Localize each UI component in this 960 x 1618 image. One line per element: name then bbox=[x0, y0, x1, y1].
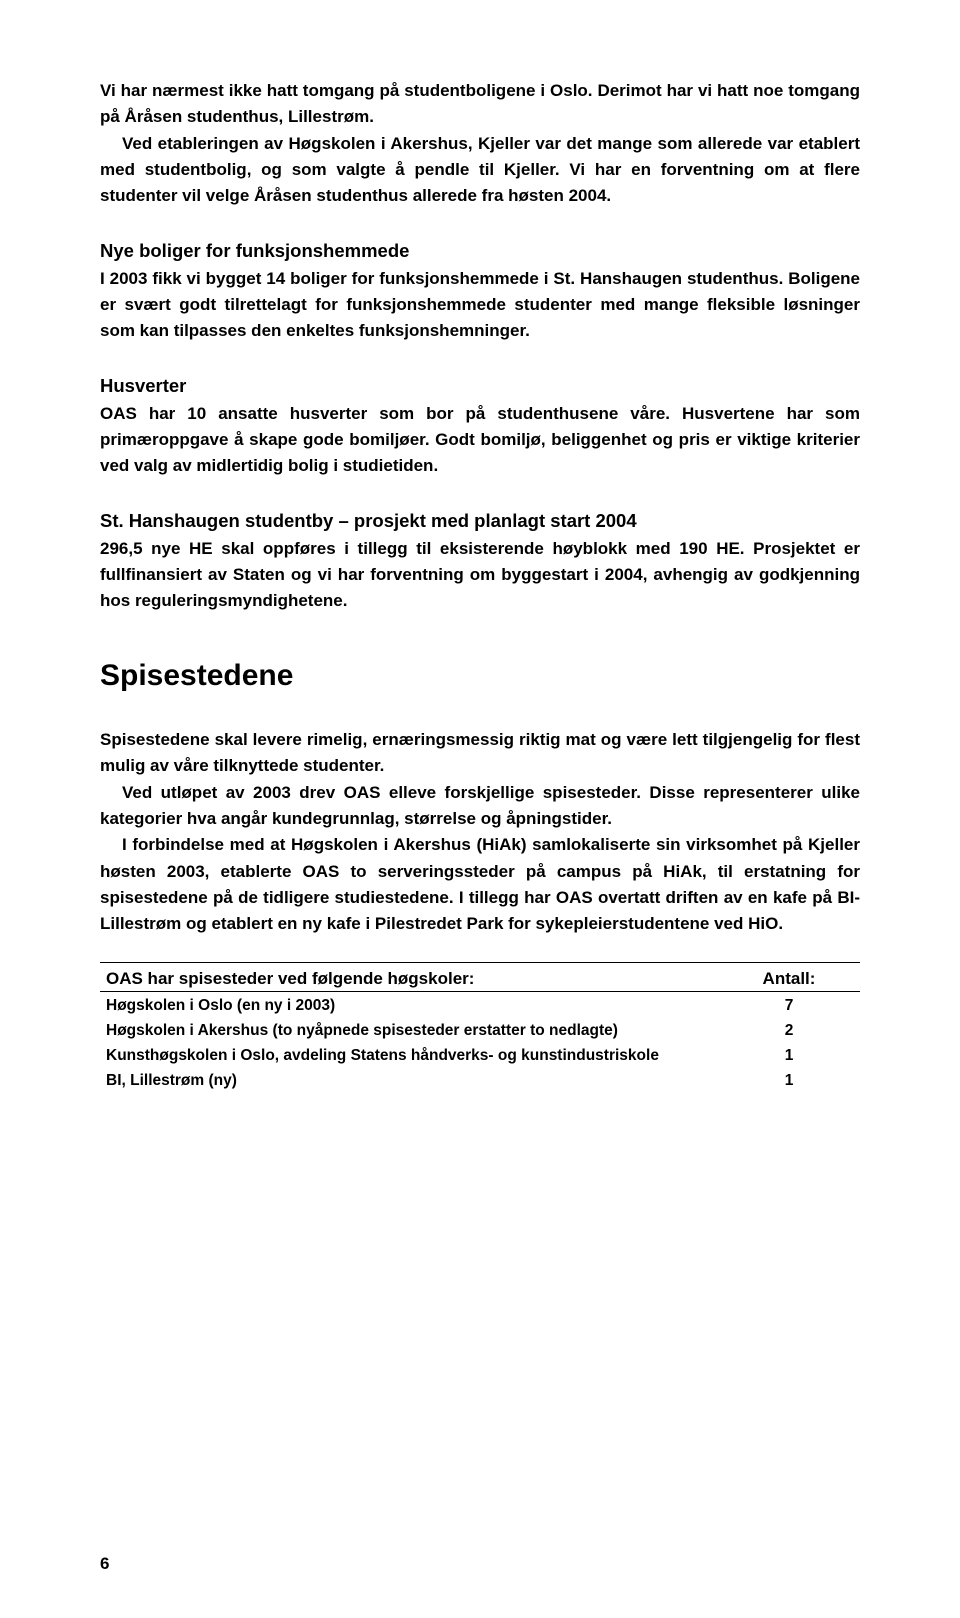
table-row: Høgskolen i Akershus (to nyåpnede spises… bbox=[100, 1017, 860, 1042]
body-studentby: 296,5 nye HE skal oppføres i tillegg til… bbox=[100, 536, 860, 615]
table-header: OAS har spisesteder ved følgende høgskol… bbox=[100, 963, 860, 992]
table-cell-label: BI, Lillestrøm (ny) bbox=[106, 1072, 724, 1090]
table-row: Høgskolen i Oslo (en ny i 2003) 7 bbox=[100, 992, 860, 1017]
table-cell-value: 2 bbox=[724, 1022, 854, 1040]
table-cell-label: Kunsthøgskolen i Oslo, avdeling Statens … bbox=[106, 1047, 724, 1065]
heading-spisestedene: Spisestedene bbox=[100, 659, 860, 693]
table-header-left: OAS har spisesteder ved følgende høgskol… bbox=[106, 969, 724, 989]
table-cell-label: Høgskolen i Oslo (en ny i 2003) bbox=[106, 997, 724, 1015]
page-number: 6 bbox=[100, 1554, 109, 1574]
spisestedene-p2: Ved utløpet av 2003 drev OAS elleve fors… bbox=[100, 780, 860, 833]
heading-nye-boliger: Nye boliger for funksjonshemmede bbox=[100, 240, 860, 262]
spisestedene-p3: I forbindelse med at Høgskolen i Akershu… bbox=[100, 832, 860, 937]
body-nye-boliger: I 2003 fikk vi bygget 14 boliger for fun… bbox=[100, 266, 860, 345]
spisestedene-p1: Spisestedene skal levere rimelig, ernæri… bbox=[100, 727, 860, 780]
table-cell-label: Høgskolen i Akershus (to nyåpnede spises… bbox=[106, 1022, 724, 1040]
table-cell-value: 1 bbox=[724, 1072, 854, 1090]
body-husverter: OAS har 10 ansatte husverter som bor på … bbox=[100, 401, 860, 480]
table-row: BI, Lillestrøm (ny) 1 bbox=[100, 1067, 860, 1092]
table-cell-value: 7 bbox=[724, 997, 854, 1015]
document-page: Vi har nærmest ikke hatt tomgang på stud… bbox=[0, 0, 960, 1618]
intro-paragraph-2: Ved etableringen av Høgskolen i Akershus… bbox=[100, 131, 860, 210]
intro-paragraph-1: Vi har nærmest ikke hatt tomgang på stud… bbox=[100, 78, 860, 131]
heading-husverter: Husverter bbox=[100, 375, 860, 397]
heading-studentby: St. Hanshaugen studentby – prosjekt med … bbox=[100, 510, 860, 532]
spisesteder-table: OAS har spisesteder ved følgende høgskol… bbox=[100, 962, 860, 1092]
table-header-right: Antall: bbox=[724, 969, 854, 989]
table-row: Kunsthøgskolen i Oslo, avdeling Statens … bbox=[100, 1042, 860, 1067]
table-cell-value: 1 bbox=[724, 1047, 854, 1065]
